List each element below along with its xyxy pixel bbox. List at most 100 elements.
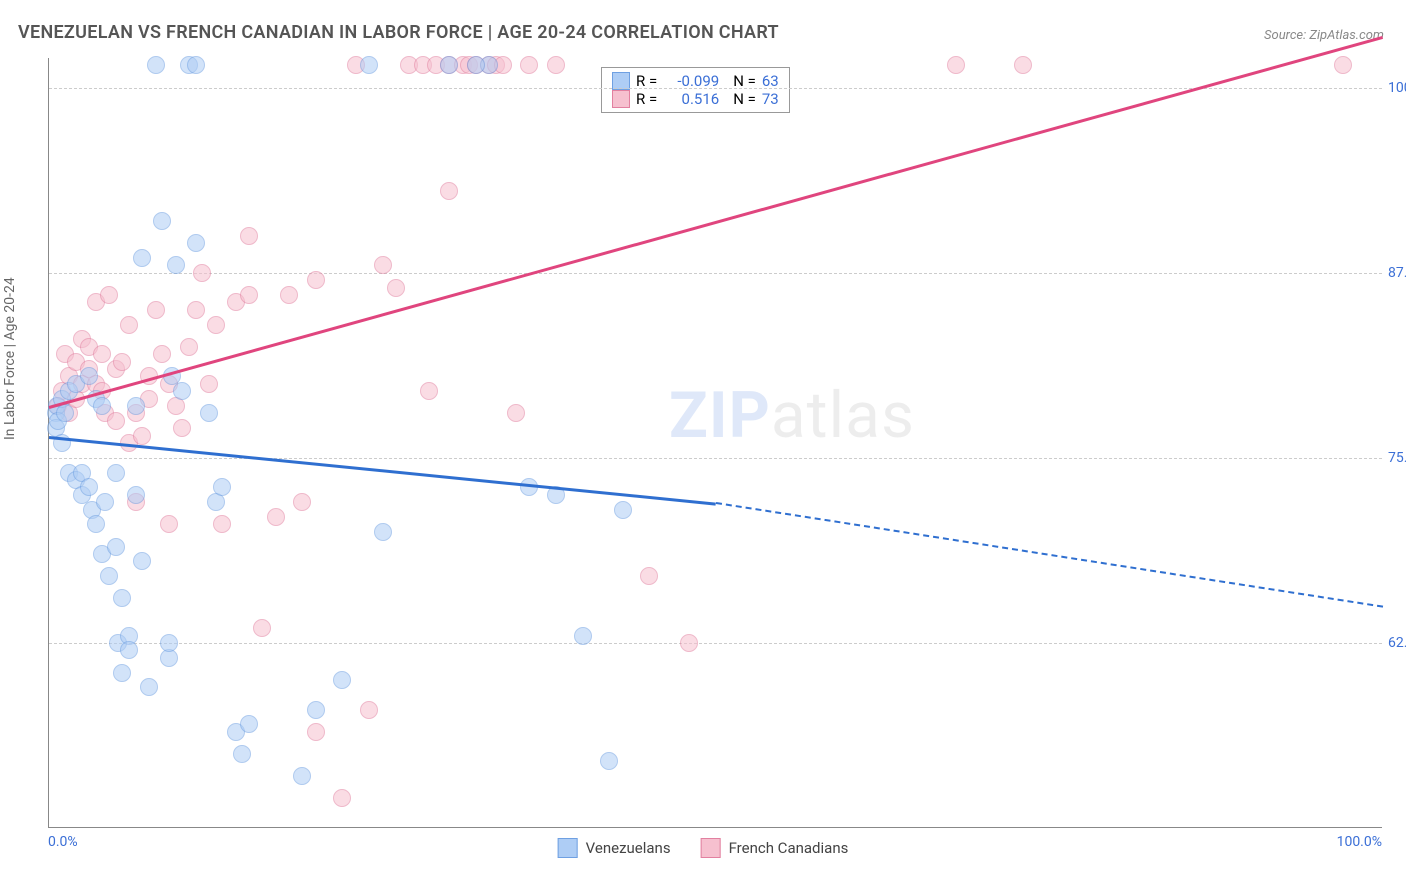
- data-point: [360, 56, 378, 74]
- data-point: [467, 56, 485, 74]
- plot-area: ZIPatlas R =-0.099N =63R =0.516N =73 62.…: [48, 58, 1382, 828]
- x-tick-left: 0.0%: [48, 834, 78, 850]
- y-tick-label: 87.5%: [1388, 265, 1406, 281]
- data-point: [153, 345, 171, 363]
- data-point: [100, 286, 118, 304]
- data-point: [107, 538, 125, 556]
- data-point: [360, 701, 378, 719]
- data-point: [200, 375, 218, 393]
- data-point: [440, 56, 458, 74]
- r-value: 0.516: [663, 90, 719, 108]
- data-point: [160, 634, 178, 652]
- data-point: [207, 316, 225, 334]
- data-point: [420, 382, 438, 400]
- watermark-rest: atlas: [771, 378, 915, 453]
- data-point: [56, 404, 74, 422]
- data-point: [187, 234, 205, 252]
- data-point: [120, 316, 138, 334]
- data-point: [96, 493, 114, 511]
- data-point: [160, 515, 178, 533]
- data-point: [947, 56, 965, 74]
- data-point: [374, 523, 392, 541]
- data-point: [153, 212, 171, 230]
- data-point: [140, 678, 158, 696]
- data-point: [240, 715, 258, 733]
- data-point: [107, 412, 125, 430]
- data-point: [293, 767, 311, 785]
- data-point: [240, 286, 258, 304]
- data-point: [600, 752, 618, 770]
- data-point: [267, 508, 285, 526]
- data-point: [93, 345, 111, 363]
- data-point: [1334, 56, 1352, 74]
- legend-label: French Canadians: [729, 839, 849, 857]
- data-point: [200, 404, 218, 422]
- data-point: [307, 701, 325, 719]
- data-point: [113, 353, 131, 371]
- data-point: [113, 589, 131, 607]
- data-point: [100, 567, 118, 585]
- data-point: [440, 182, 458, 200]
- data-point: [133, 552, 151, 570]
- trend-line: [716, 502, 1383, 608]
- data-point: [147, 56, 165, 74]
- gridline: [49, 273, 1382, 274]
- data-point: [187, 301, 205, 319]
- stats-row: R =0.516N =73: [612, 90, 779, 108]
- data-point: [80, 367, 98, 385]
- chart-title: VENEZUELAN VS FRENCH CANADIAN IN LABOR F…: [18, 22, 779, 43]
- data-point: [120, 641, 138, 659]
- data-point: [280, 286, 298, 304]
- data-point: [133, 249, 151, 267]
- trend-line: [49, 436, 716, 506]
- data-point: [173, 382, 191, 400]
- data-point: [127, 486, 145, 504]
- data-point: [80, 478, 98, 496]
- data-point: [374, 256, 392, 274]
- data-point: [520, 56, 538, 74]
- legend-item: French Canadians: [701, 838, 849, 858]
- data-point: [133, 427, 151, 445]
- data-point: [240, 227, 258, 245]
- data-point: [640, 567, 658, 585]
- data-point: [387, 279, 405, 297]
- x-tick-right: 100.0%: [1337, 834, 1382, 850]
- data-point: [233, 745, 251, 763]
- legend-label: Venezuelans: [586, 839, 671, 857]
- data-point: [180, 338, 198, 356]
- data-point: [113, 664, 131, 682]
- legend-swatch: [558, 838, 578, 858]
- y-tick-label: 62.5%: [1388, 635, 1406, 651]
- data-point: [93, 397, 111, 415]
- data-point: [193, 264, 211, 282]
- watermark-bold: ZIP: [669, 378, 771, 453]
- watermark: ZIPatlas: [669, 378, 915, 453]
- data-point: [87, 515, 105, 533]
- data-point: [614, 501, 632, 519]
- stats-box: R =-0.099N =63R =0.516N =73: [601, 67, 790, 113]
- data-point: [167, 256, 185, 274]
- y-tick-label: 100.0%: [1388, 80, 1406, 96]
- chart-container: VENEZUELAN VS FRENCH CANADIAN IN LABOR F…: [0, 0, 1406, 892]
- data-point: [307, 271, 325, 289]
- data-point: [147, 301, 165, 319]
- n-label: N =: [733, 90, 756, 108]
- data-point: [333, 671, 351, 689]
- legend-item: Venezuelans: [558, 838, 671, 858]
- data-point: [293, 493, 311, 511]
- y-axis-title: In Labor Force | Age 20-24: [2, 277, 18, 440]
- n-value: 73: [762, 90, 779, 108]
- data-point: [127, 397, 145, 415]
- data-point: [1014, 56, 1032, 74]
- legend-swatch: [612, 90, 630, 108]
- gridline: [49, 643, 1382, 644]
- data-point: [507, 404, 525, 422]
- data-point: [213, 515, 231, 533]
- data-point: [547, 56, 565, 74]
- data-point: [253, 619, 271, 637]
- gridline: [49, 88, 1382, 89]
- legend-swatch: [701, 838, 721, 858]
- y-tick-label: 75.0%: [1388, 450, 1406, 466]
- legend-bottom: Venezuelans French Canadians: [558, 838, 849, 858]
- data-point: [680, 634, 698, 652]
